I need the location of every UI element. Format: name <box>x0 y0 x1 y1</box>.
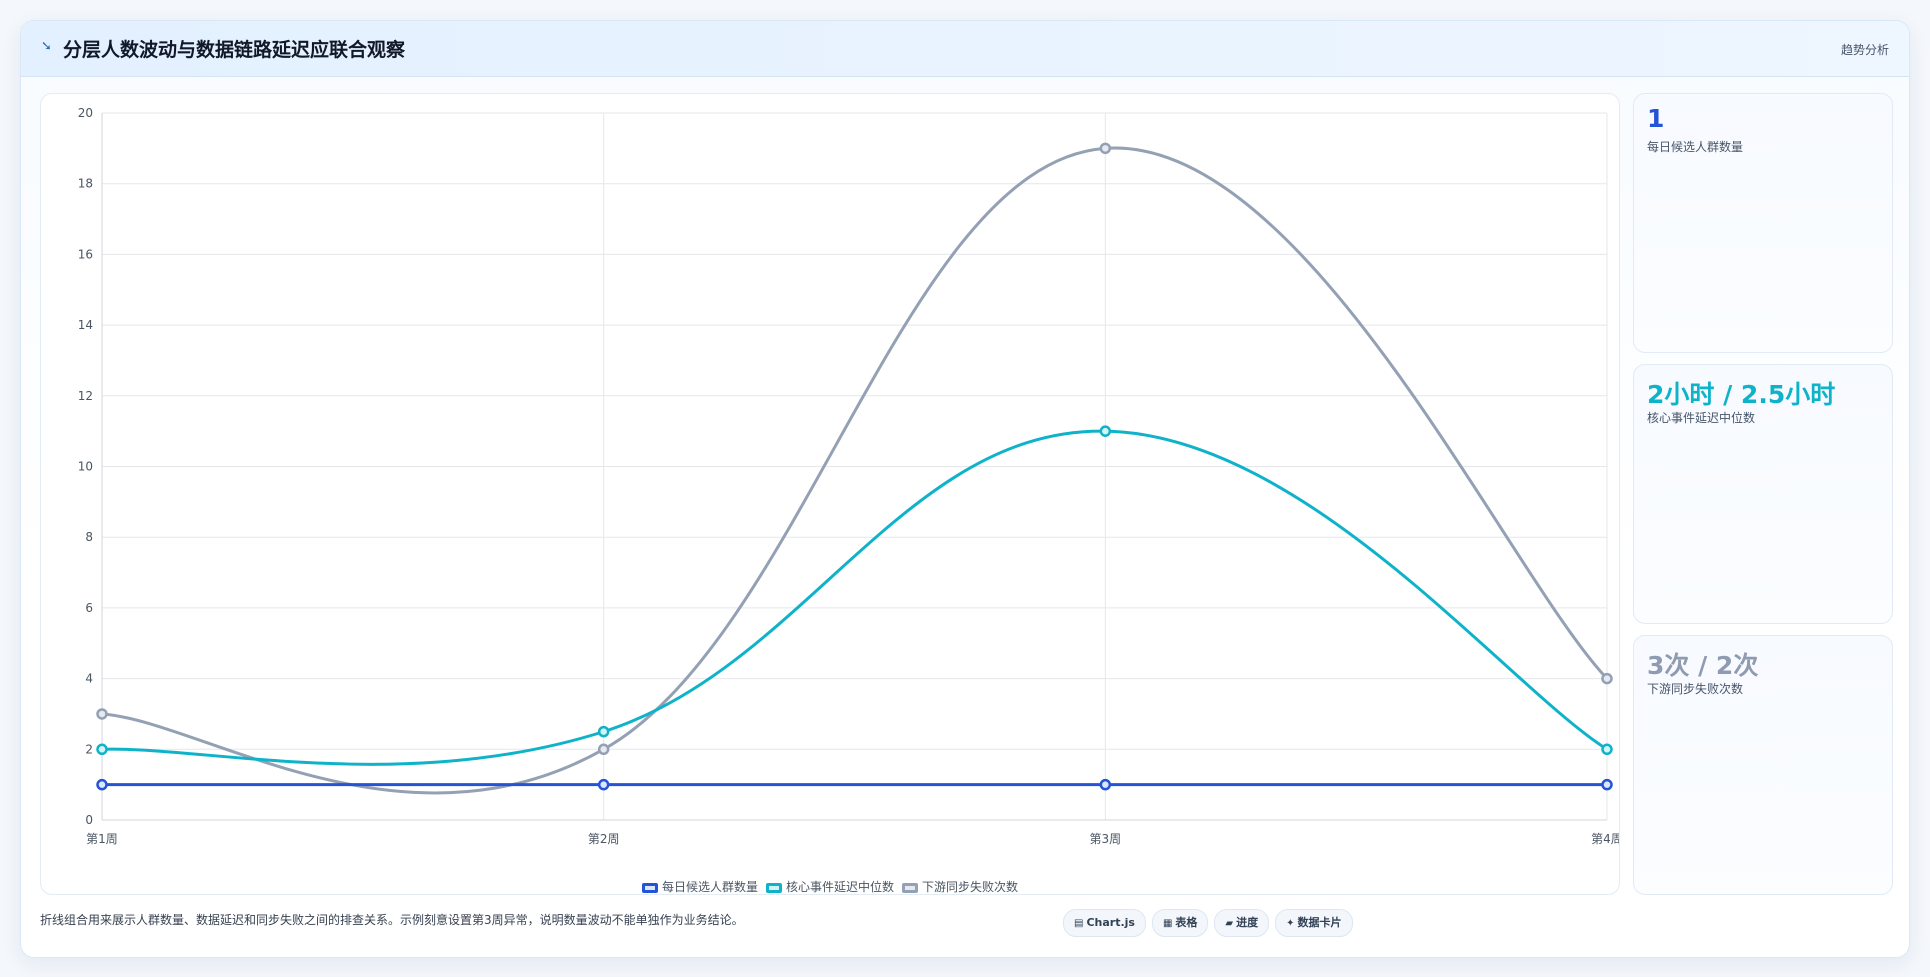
legend-item[interactable]: 核心事件延迟中位数 <box>765 878 894 895</box>
stat-value: 2小时 / 2.5小时 <box>1647 380 1836 409</box>
card-header: ➘ 分层人数波动与数据链路延迟应联合观察 趋势分析 <box>21 21 1909 77</box>
legend-label: 下游同步失败次数 <box>922 880 1019 894</box>
data-point <box>96 743 108 756</box>
series-line <box>100 146 1609 795</box>
page-title: 分层人数波动与数据链路延迟应联合观察 <box>63 39 406 61</box>
data-point <box>1099 142 1112 155</box>
stat-label: 下游同步失败次数 <box>1647 682 1744 696</box>
data-point <box>96 778 108 791</box>
line-chart: 0 2 4 6 8 10 12 14 16 18 20 第1周 第2周 第3周 第4周 <box>78 106 1619 846</box>
stat-label: 每日候选人群数量 <box>1647 140 1744 154</box>
y-tick-label: 20 <box>78 106 93 120</box>
chip-table[interactable]: ▦ 表格 <box>1151 909 1209 937</box>
legend-swatch <box>902 882 918 893</box>
x-tick-label: 第2周 <box>588 832 620 846</box>
data-point <box>1099 425 1112 437</box>
data-point <box>96 708 108 720</box>
progress-icon: ▰ <box>1225 918 1234 929</box>
legend-swatch <box>641 882 658 893</box>
chip-data-card[interactable]: ✦ 数据卡片 <box>1275 909 1353 937</box>
y-tick-label: 10 <box>78 460 93 474</box>
data-point <box>597 743 610 756</box>
y-tick-label: 4 <box>85 672 93 686</box>
y-tick-label: 0 <box>85 813 93 827</box>
chip-label: 表格 <box>1175 916 1198 929</box>
stat-card-candidates: 1 每日候选人群数量 <box>1633 93 1893 353</box>
legend-label: 每日候选人群数量 <box>661 880 758 894</box>
legend-swatch <box>765 882 782 893</box>
data-point <box>597 778 610 791</box>
legend-item[interactable]: 每日候选人群数量 <box>641 878 758 895</box>
stat-card-latency: 2小时 / 2.5小时 核心事件延迟中位数 <box>1633 364 1893 624</box>
sparkle-icon: ✦ <box>1286 918 1295 929</box>
series-line <box>100 429 1609 766</box>
tech-chips: ▤ Chart.js ▦ 表格 ▰ 进度 ✦ 数据卡片 <box>1063 909 1359 937</box>
data-point <box>597 725 610 738</box>
chip-progress[interactable]: ▰ 进度 <box>1214 909 1270 937</box>
stat-value: 3次 / 2次 <box>1647 651 1759 680</box>
chart-icon: ▤ <box>1074 918 1084 929</box>
y-tick-label: 12 <box>78 389 93 403</box>
stat-value: 1 <box>1647 104 1665 133</box>
header-tag: 趋势分析 <box>1840 43 1889 57</box>
x-tick-label: 第3周 <box>1090 832 1122 846</box>
data-point <box>1601 743 1613 756</box>
y-tick-label: 14 <box>78 318 93 332</box>
footer-note: 折线组合用来展示人群数量、数据延迟和同步失败之间的排查关系。示例刻意设置第3周异… <box>40 913 744 927</box>
legend-label: 核心事件延迟中位数 <box>785 880 894 894</box>
data-point <box>1099 778 1112 791</box>
chart-legend: 每日候选人群数量 核心事件延迟中位数 下游同步失败次数 <box>41 878 1619 895</box>
y-tick-label: 6 <box>85 601 93 615</box>
chip-label: Chart.js <box>1086 916 1135 929</box>
chip-label: 数据卡片 <box>1297 916 1342 929</box>
data-point <box>1601 672 1613 685</box>
x-tick-label: 第1周 <box>86 832 118 846</box>
stat-card-sync-failures: 3次 / 2次 下游同步失败次数 <box>1633 635 1893 895</box>
chip-label: 进度 <box>1236 916 1259 929</box>
table-icon: ▦ <box>1162 918 1173 929</box>
stat-label: 核心事件延迟中位数 <box>1647 411 1756 425</box>
y-tick-label: 16 <box>78 247 93 261</box>
line-chart-icon: ➘ <box>41 39 52 54</box>
data-point <box>1601 778 1613 791</box>
y-tick-label: 8 <box>85 530 93 544</box>
chart-panel: 0 2 4 6 8 10 12 14 16 18 20 第1周 第2周 第3周 第4周 每日候选人群数量 核心… <box>40 93 1620 895</box>
y-tick-label: 2 <box>85 742 93 756</box>
y-tick-label: 18 <box>78 177 93 191</box>
dashboard-card: ➘ 分层人数波动与数据链路延迟应联合观察 趋势分析 0 2 4 6 8 10 12 14 16 1… <box>20 20 1910 958</box>
chip-chartjs[interactable]: ▤ Chart.js <box>1063 909 1146 937</box>
x-tick-label: 第4周 <box>1591 832 1619 846</box>
legend-item[interactable]: 下游同步失败次数 <box>902 878 1018 895</box>
